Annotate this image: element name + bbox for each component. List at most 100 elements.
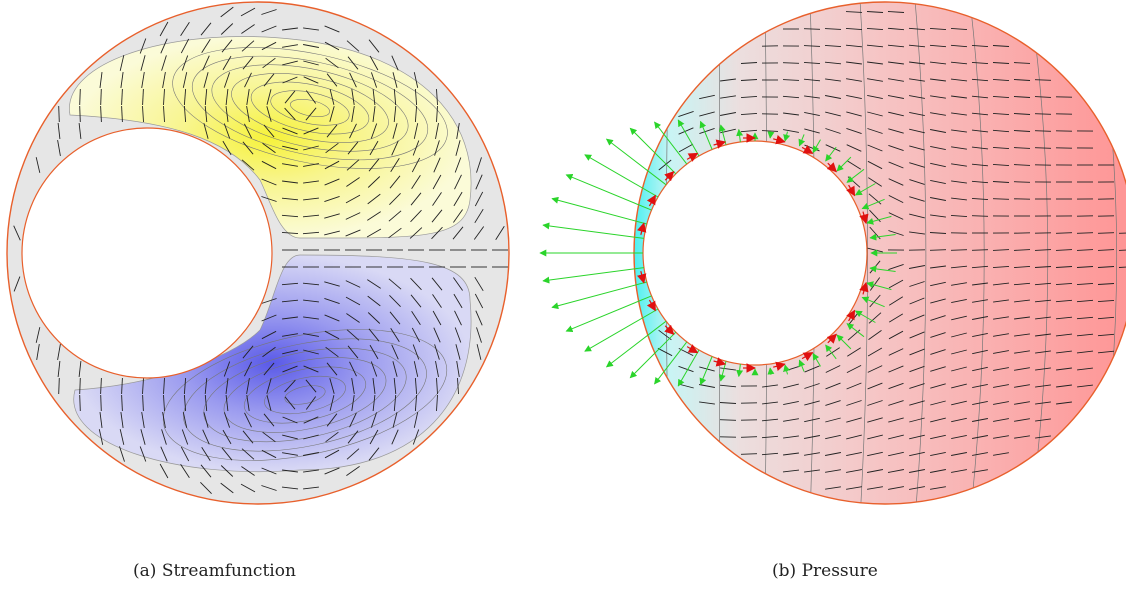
field-glyph <box>324 281 340 287</box>
normal-force-arrow <box>677 119 700 157</box>
field-glyph <box>657 347 673 357</box>
field-glyph <box>57 360 61 378</box>
field-glyph <box>243 361 253 377</box>
field-glyph <box>1055 249 1073 251</box>
field-glyph <box>454 157 462 173</box>
field-glyph <box>993 316 1009 320</box>
field-glyph <box>1034 79 1052 81</box>
shear-force-arrow <box>801 144 814 154</box>
field-glyph <box>909 297 925 305</box>
field-glyph <box>203 412 209 428</box>
caption-text: Streamfunction <box>161 561 296 581</box>
field-glyph <box>930 78 946 82</box>
field-glyph <box>303 316 319 320</box>
normal-force-arrow <box>798 134 806 147</box>
field-glyph <box>846 364 862 374</box>
field-glyph <box>761 435 779 439</box>
field-glyph <box>243 123 253 139</box>
field-glyph <box>825 365 841 373</box>
field-glyph <box>930 129 946 133</box>
field-glyph <box>347 56 359 70</box>
field-glyph <box>909 162 925 168</box>
shear-force-arrow <box>826 162 837 173</box>
field-glyph <box>369 55 379 71</box>
field-glyph <box>1034 282 1052 286</box>
field-glyph <box>180 38 190 54</box>
field-glyph <box>180 22 190 36</box>
field-glyph <box>389 294 401 308</box>
normal-force-arrow <box>836 156 852 172</box>
field-glyph <box>678 110 694 118</box>
field-glyph <box>740 79 758 81</box>
field-glyph <box>303 163 319 167</box>
streamline-contour <box>270 90 350 126</box>
field-glyph <box>414 88 418 106</box>
field-glyph <box>266 106 272 122</box>
field-glyph <box>266 378 272 394</box>
field-glyph <box>222 55 232 71</box>
field-glyph <box>782 469 800 473</box>
field-glyph <box>909 213 925 219</box>
field-glyph <box>456 361 460 377</box>
field-glyph <box>971 163 989 167</box>
field-glyph <box>1013 164 1031 166</box>
field-glyph <box>326 413 338 427</box>
field-glyph <box>78 361 82 377</box>
field-glyph <box>222 140 232 156</box>
field-glyph <box>349 123 357 139</box>
field-glyph <box>326 124 338 138</box>
field-glyph <box>951 146 967 150</box>
normal-force-arrow <box>854 183 876 196</box>
field-glyph <box>846 400 862 406</box>
field-glyph <box>410 209 422 223</box>
field-glyph <box>100 377 102 395</box>
field-glyph <box>826 347 840 357</box>
field-glyph <box>804 469 820 473</box>
normal-force-arrow <box>812 139 821 154</box>
field-glyph <box>972 418 988 422</box>
field-glyph <box>845 44 863 48</box>
field-glyph <box>866 11 884 13</box>
field-glyph <box>388 227 402 239</box>
field-glyph <box>182 72 188 88</box>
field-glyph <box>909 469 925 473</box>
field-glyph <box>1014 333 1030 337</box>
field-glyph <box>372 378 376 394</box>
field-glyph <box>391 344 399 360</box>
field-glyph <box>78 123 82 139</box>
field-glyph <box>929 249 947 251</box>
field-glyph <box>1077 384 1093 388</box>
field-glyph <box>929 61 947 65</box>
field-glyph <box>1118 249 1126 251</box>
field-glyph <box>951 434 967 440</box>
field-glyph <box>845 27 863 31</box>
field-glyph <box>951 400 967 406</box>
field-glyph <box>867 78 883 82</box>
normal-force-arrow <box>812 352 821 367</box>
field-glyph <box>345 212 361 220</box>
field-glyph <box>474 208 484 224</box>
field-glyph <box>261 330 277 340</box>
field-glyph <box>1035 401 1051 405</box>
streamline-contour <box>264 375 346 415</box>
field-glyph <box>202 429 210 445</box>
field-glyph <box>930 162 946 168</box>
field-glyph <box>324 213 340 219</box>
field-glyph <box>971 180 989 184</box>
normal-force-arrow <box>825 344 837 360</box>
field-glyph <box>324 467 340 475</box>
field-glyph <box>888 400 904 406</box>
field-glyph <box>412 140 420 156</box>
field-glyph <box>908 44 926 48</box>
field-glyph <box>351 89 355 105</box>
field-glyph <box>1055 266 1073 268</box>
field-glyph <box>930 486 946 490</box>
field-glyph <box>888 348 904 356</box>
field-glyph <box>1014 316 1030 320</box>
field-glyph <box>220 482 234 494</box>
field-glyph <box>825 486 841 490</box>
field-glyph <box>992 163 1010 167</box>
field-glyph <box>930 434 946 440</box>
field-glyph <box>909 331 925 339</box>
field-glyph <box>678 365 694 373</box>
